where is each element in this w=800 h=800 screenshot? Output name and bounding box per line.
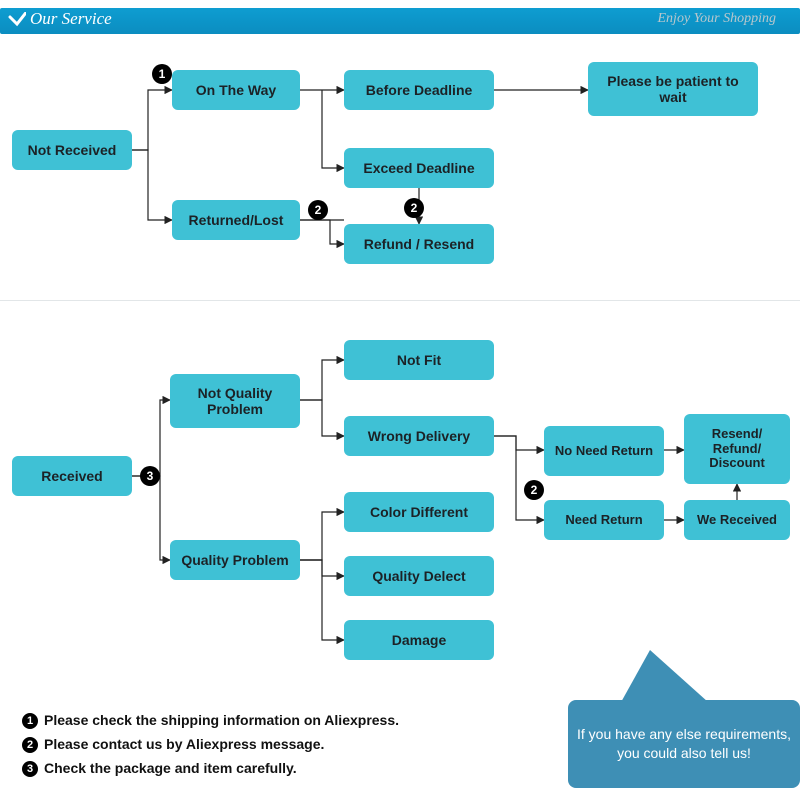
node-damage: Damage xyxy=(344,620,494,660)
edge-9 xyxy=(132,476,170,560)
edge-16 xyxy=(494,436,544,520)
marker-m2c: 2 xyxy=(524,480,544,500)
node-not_fit: Not Fit xyxy=(344,340,494,380)
node-wrong_delivery: Wrong Delivery xyxy=(344,416,494,456)
edge-3 xyxy=(322,90,344,168)
edge-15 xyxy=(494,436,544,450)
note-num-1: 1 xyxy=(22,713,38,729)
note-3: 3 Check the package and item carefully. xyxy=(22,760,297,777)
edge-14 xyxy=(300,560,344,640)
bubble-tail xyxy=(0,0,800,800)
edge-6 xyxy=(300,220,344,244)
node-exceed_deadline: Exceed Deadline xyxy=(344,148,494,188)
node-please_wait: Please be patient to wait xyxy=(588,62,758,116)
note-1: 1 Please check the shipping information o… xyxy=(22,712,399,729)
node-no_need_return: No Need Return xyxy=(544,426,664,476)
separator xyxy=(0,300,800,301)
note-text-3: Check the package and item carefully. xyxy=(44,760,297,776)
edge-8 xyxy=(132,400,170,476)
edge-10 xyxy=(300,360,344,400)
node-resend_refund: Resend/ Refund/ Discount xyxy=(684,414,790,484)
note-2: 2 Please contact us by Aliexpress message… xyxy=(22,736,324,753)
note-text-1: Please check the shipping information on… xyxy=(44,712,399,728)
node-before_deadline: Before Deadline xyxy=(344,70,494,110)
flow-svg xyxy=(0,0,800,800)
marker-m2a: 2 xyxy=(308,200,328,220)
node-quality_defect: Quality Delect xyxy=(344,556,494,596)
node-need_return: Need Return xyxy=(544,500,664,540)
edge-13 xyxy=(300,560,344,576)
note-num-3: 3 xyxy=(22,761,38,777)
edge-0 xyxy=(132,90,172,150)
marker-m2b: 2 xyxy=(404,198,424,218)
header-subtitle: Enjoy Your Shopping xyxy=(658,11,777,27)
node-on_the_way: On The Way xyxy=(172,70,300,110)
node-not_received: Not Received xyxy=(12,130,132,170)
bubble-tail-path xyxy=(620,650,708,704)
marker-m3: 3 xyxy=(140,466,160,486)
marker-m1: 1 xyxy=(152,64,172,84)
edge-11 xyxy=(300,400,344,436)
node-received: Received xyxy=(12,456,132,496)
edge-12 xyxy=(300,512,344,560)
node-not_quality: Not Quality Problem xyxy=(170,374,300,428)
info-bubble: If you have any else requirements,you co… xyxy=(568,700,800,788)
node-color_diff: Color Different xyxy=(344,492,494,532)
check-icon xyxy=(8,12,26,30)
edge-1 xyxy=(132,150,172,220)
node-quality: Quality Problem xyxy=(170,540,300,580)
node-returned_lost: Returned/Lost xyxy=(172,200,300,240)
header-title: Our Service xyxy=(30,9,112,29)
node-we_received: We Received xyxy=(684,500,790,540)
note-num-2: 2 xyxy=(22,737,38,753)
node-refund_resend: Refund / Resend xyxy=(344,224,494,264)
note-text-2: Please contact us by Aliexpress message. xyxy=(44,736,324,752)
